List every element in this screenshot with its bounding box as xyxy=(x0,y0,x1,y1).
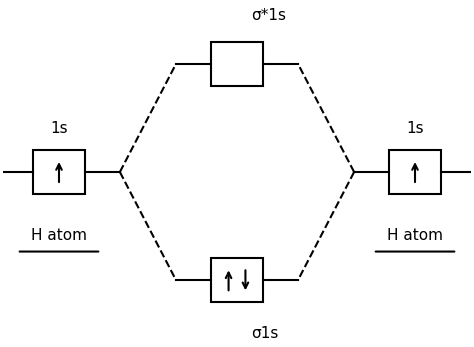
Text: 1s: 1s xyxy=(406,121,424,136)
Text: H atom: H atom xyxy=(387,228,443,243)
FancyBboxPatch shape xyxy=(211,42,263,86)
Text: σ*1s: σ*1s xyxy=(251,8,286,23)
FancyBboxPatch shape xyxy=(33,150,85,194)
Text: σ1s: σ1s xyxy=(251,326,278,341)
Text: H atom: H atom xyxy=(31,228,87,243)
FancyBboxPatch shape xyxy=(211,258,263,302)
Text: 1s: 1s xyxy=(50,121,68,136)
FancyBboxPatch shape xyxy=(389,150,441,194)
